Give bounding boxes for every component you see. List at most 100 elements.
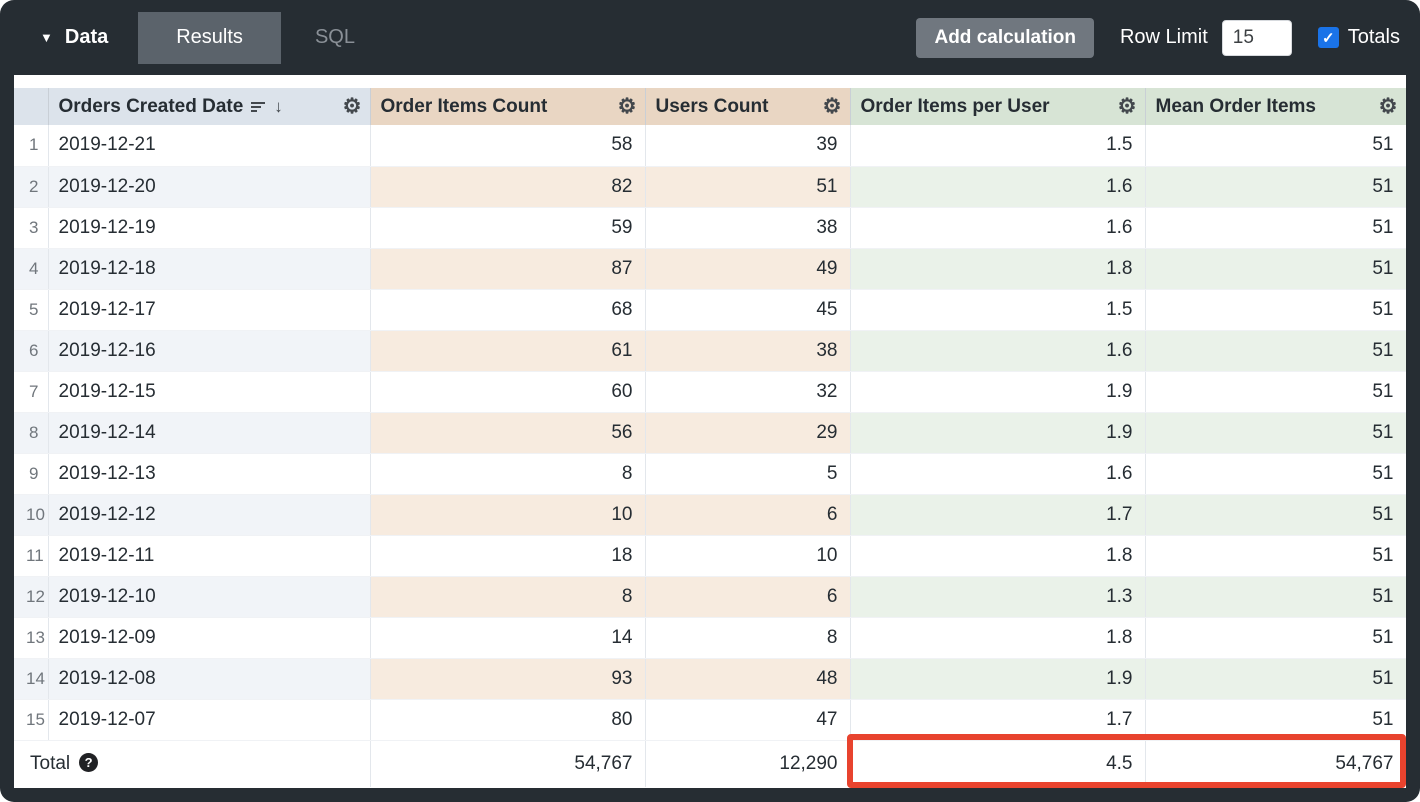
cell-mean-order-items[interactable]: 51 [1145,207,1406,249]
column-header-order-items-count[interactable]: Order Items Count ⚙ [370,88,646,125]
cell-users-count[interactable]: 6 [645,494,851,536]
cell-date[interactable]: 2019-12-13 [48,453,371,495]
cell-date[interactable]: 2019-12-21 [48,125,371,167]
gear-icon[interactable]: ⚙ [1378,95,1398,118]
cell-mean-order-items[interactable]: 51 [1145,699,1406,741]
cell-order-items-count[interactable]: 8 [370,576,646,618]
cell-order-items-per-user[interactable]: 1.3 [850,576,1146,618]
cell-order-items-per-user[interactable]: 1.5 [850,125,1146,167]
gear-icon[interactable]: ⚙ [342,95,362,118]
cell-order-items-count[interactable]: 18 [370,535,646,577]
cell-order-items-count[interactable]: 10 [370,494,646,536]
cell-order-items-count[interactable]: 60 [370,371,646,413]
cell-mean-order-items[interactable]: 51 [1145,125,1406,167]
add-calculation-button[interactable]: Add calculation [916,17,1094,58]
cell-order-items-per-user[interactable]: 1.8 [850,535,1146,577]
cell-order-items-per-user[interactable]: 1.8 [850,617,1146,659]
cell-mean-order-items[interactable]: 51 [1145,535,1406,577]
cell-order-items-per-user[interactable]: 1.6 [850,166,1146,208]
cell-users-count[interactable]: 45 [645,289,851,331]
cell-mean-order-items[interactable]: 51 [1145,453,1406,495]
cell-order-items-count[interactable]: 87 [370,248,646,290]
cell-date[interactable]: 2019-12-17 [48,289,371,331]
tab-sql[interactable]: SQL [281,12,389,64]
cell-users-count[interactable]: 39 [645,125,851,167]
cell-date[interactable]: 2019-12-12 [48,494,371,536]
cell-date[interactable]: 2019-12-07 [48,699,371,741]
column-header-mean-order-items[interactable]: Mean Order Items ⚙ [1145,88,1406,125]
cell-order-items-count[interactable]: 80 [370,699,646,741]
cell-users-count[interactable]: 48 [645,658,851,700]
cell-users-count[interactable]: 6 [645,576,851,618]
cell-date[interactable]: 2019-12-09 [48,617,371,659]
cell-date[interactable]: 2019-12-10 [48,576,371,618]
cell-users-count[interactable]: 38 [645,330,851,372]
tab-data[interactable]: ▼ Data [0,12,138,64]
cell-mean-order-items[interactable]: 51 [1145,289,1406,331]
cell-date[interactable]: 2019-12-15 [48,371,371,413]
cell-order-items-per-user[interactable]: 1.6 [850,207,1146,249]
cell-mean-order-items[interactable]: 51 [1145,617,1406,659]
cell-date[interactable]: 2019-12-08 [48,658,371,700]
cell-users-count[interactable]: 10 [645,535,851,577]
total-users-count[interactable]: 12,290 [645,739,851,787]
cell-order-items-per-user[interactable]: 1.9 [850,658,1146,700]
total-mean-order-items[interactable]: 54,767 [1145,739,1406,787]
row-number: 7 [14,371,49,413]
cell-users-count[interactable]: 5 [645,453,851,495]
total-order-items-per-user[interactable]: 4.5 [850,739,1146,787]
cell-order-items-count[interactable]: 58 [370,125,646,167]
results-table-area: Orders Created Date ↓ ⚙ Order Items Coun… [14,75,1406,788]
column-header-orders-created-date[interactable]: Orders Created Date ↓ ⚙ [48,88,371,125]
cell-users-count[interactable]: 47 [645,699,851,741]
cell-users-count[interactable]: 8 [645,617,851,659]
cell-date[interactable]: 2019-12-14 [48,412,371,454]
cell-mean-order-items[interactable]: 51 [1145,248,1406,290]
row-limit-input[interactable] [1221,19,1292,56]
cell-date[interactable]: 2019-12-20 [48,166,371,208]
cell-users-count[interactable]: 51 [645,166,851,208]
cell-users-count[interactable]: 38 [645,207,851,249]
cell-mean-order-items[interactable]: 51 [1145,494,1406,536]
cell-date[interactable]: 2019-12-19 [48,207,371,249]
cell-order-items-per-user[interactable]: 1.5 [850,289,1146,331]
gear-icon[interactable]: ⚙ [1117,95,1137,118]
cell-mean-order-items[interactable]: 51 [1145,412,1406,454]
cell-users-count[interactable]: 49 [645,248,851,290]
cell-order-items-per-user[interactable]: 1.7 [850,699,1146,741]
cell-mean-order-items[interactable]: 51 [1145,166,1406,208]
cell-date[interactable]: 2019-12-18 [48,248,371,290]
cell-users-count[interactable]: 29 [645,412,851,454]
cell-mean-order-items[interactable]: 51 [1145,658,1406,700]
cell-date[interactable]: 2019-12-11 [48,535,371,577]
cell-mean-order-items[interactable]: 51 [1145,330,1406,372]
cell-users-count[interactable]: 32 [645,371,851,413]
cell-order-items-per-user[interactable]: 1.7 [850,494,1146,536]
gear-icon[interactable]: ⚙ [617,95,637,118]
cell-order-items-per-user[interactable]: 1.9 [850,412,1146,454]
totals-checkbox[interactable]: ✓ [1317,27,1339,48]
cell-order-items-count[interactable]: 93 [370,658,646,700]
cell-order-items-per-user[interactable]: 1.8 [850,248,1146,290]
tab-results[interactable]: Results [138,11,281,64]
cell-order-items-count[interactable]: 68 [370,289,646,331]
cell-order-items-count[interactable]: 82 [370,166,646,208]
cell-order-items-count[interactable]: 61 [370,330,646,372]
cell-order-items-count[interactable]: 14 [370,617,646,659]
help-icon[interactable]: ? [79,752,99,772]
chevron-down-icon: ▼ [40,30,53,45]
gear-icon[interactable]: ⚙ [822,95,842,118]
column-header-order-items-per-user[interactable]: Order Items per User ⚙ [850,88,1146,125]
cell-mean-order-items[interactable]: 51 [1145,371,1406,413]
cell-order-items-count[interactable]: 59 [370,207,646,249]
total-order-items-count[interactable]: 54,767 [370,739,646,787]
table-row: 3 2019-12-19 59 38 1.6 51 [14,207,1406,249]
cell-date[interactable]: 2019-12-16 [48,330,371,372]
cell-order-items-per-user[interactable]: 1.6 [850,330,1146,372]
cell-mean-order-items[interactable]: 51 [1145,576,1406,618]
cell-order-items-count[interactable]: 56 [370,412,646,454]
cell-order-items-per-user[interactable]: 1.9 [850,371,1146,413]
column-header-users-count[interactable]: Users Count ⚙ [645,88,851,125]
cell-order-items-count[interactable]: 8 [370,453,646,495]
cell-order-items-per-user[interactable]: 1.6 [850,453,1146,495]
